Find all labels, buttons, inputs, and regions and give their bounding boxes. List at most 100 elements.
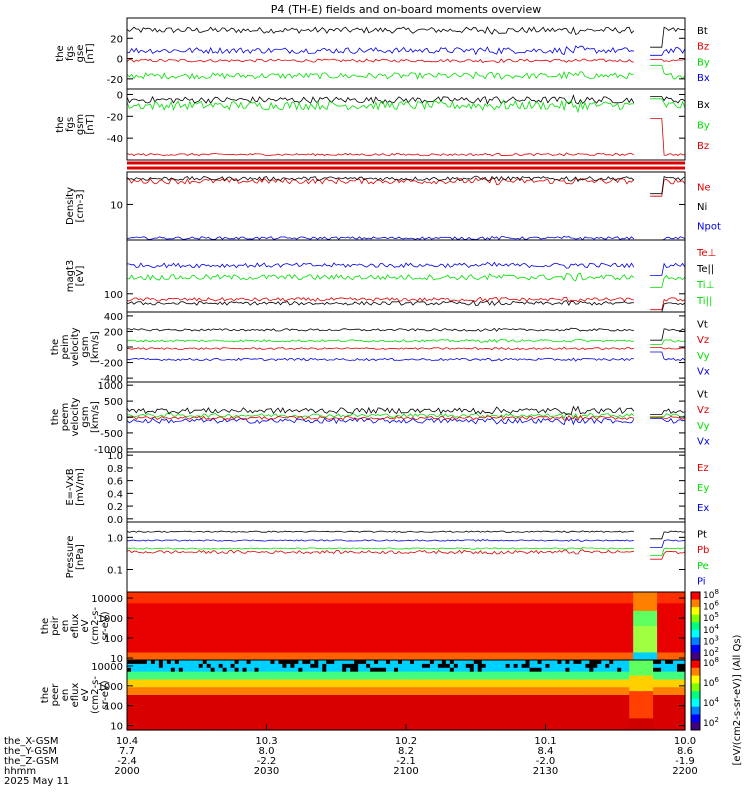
- spectrogram-cell: [629, 663, 634, 669]
- spectrogram-cell: [278, 648, 284, 654]
- spectrogram-cell: [142, 629, 148, 635]
- legend-Bx: Bx: [697, 100, 710, 111]
- spectrogram-cell: [346, 722, 351, 727]
- spectrogram-cell: [601, 592, 606, 597]
- spectrogram-cell: [210, 652, 216, 657]
- spectrogram-cell: [130, 618, 136, 623]
- spectrogram-cell: [453, 592, 459, 597]
- spectrogram-cell: [226, 702, 232, 708]
- spectrogram-cell: [270, 714, 276, 719]
- spectrogram-cell: [174, 599, 180, 604]
- spectrogram-cell: [274, 618, 280, 623]
- spectrogram-cell: [605, 695, 610, 700]
- spectrogram-cell: [350, 607, 355, 612]
- spectrogram-cell: [362, 687, 367, 692]
- spectrogram-cell: [445, 641, 451, 646]
- spectrogram-cell: [226, 722, 232, 727]
- spectrogram-cell: [425, 648, 431, 654]
- spectrogram-cell: [334, 614, 339, 620]
- spectrogram-cell: [390, 726, 395, 731]
- spectrogram-cell: [354, 622, 359, 627]
- spectrogram-cell: [202, 722, 208, 727]
- spectrogram-cell: [481, 595, 487, 601]
- spectrogram-cell: [202, 648, 208, 654]
- spectrogram-cell: [378, 687, 383, 692]
- spectrogram-cell: [262, 644, 268, 650]
- spectrogram-cell: [346, 614, 351, 620]
- spectrogram-cell: [298, 614, 303, 620]
- spectrogram-cell: [382, 710, 387, 716]
- spectrogram-cell: [545, 714, 551, 719]
- spectrogram-cell: [326, 660, 331, 665]
- spectrogram-cell: [597, 603, 602, 608]
- spectrogram-cell: [250, 599, 256, 604]
- spectrogram-cell: [298, 675, 303, 681]
- spectrogram-cell: [417, 595, 423, 601]
- spectrogram-cell: [617, 603, 622, 608]
- spectrogram-cell: [202, 592, 208, 597]
- spectrogram-cell: [425, 637, 431, 642]
- spectrogram-cell: [473, 626, 479, 631]
- spectrogram-cell: [417, 622, 423, 627]
- spectrogram-cell: [206, 702, 212, 708]
- spectrogram-cell: [525, 633, 531, 638]
- spectrogram-cell: [409, 648, 415, 654]
- spectrogram-cell: [565, 687, 571, 692]
- spectrogram-cell: [282, 663, 288, 669]
- spectrogram-cell: [505, 679, 511, 684]
- spectrogram-cell: [421, 610, 427, 616]
- spectrogram-cell: [238, 637, 244, 642]
- spectrogram-cell: [501, 637, 507, 642]
- spectrogram-cell: [673, 607, 678, 612]
- spectrogram-cell: [509, 714, 515, 719]
- spectrogram-cell: [621, 671, 626, 677]
- spectrogram-cell: [421, 622, 427, 627]
- spectrogram-cell: [338, 671, 343, 677]
- spectrogram-cell: [194, 706, 200, 712]
- spectrogram-cell: [561, 687, 567, 692]
- spectrogram-cell: [505, 633, 511, 638]
- spectrogram-cell: [154, 698, 160, 704]
- spectrogram-cell: [417, 656, 423, 661]
- spectrogram-cell: [162, 629, 168, 635]
- spectrogram-cell: [142, 698, 148, 704]
- spectrogram-cell: [206, 675, 212, 681]
- spectrogram-cell: [322, 603, 327, 608]
- spectrogram-cell: [517, 702, 523, 708]
- y-tick-label: 0.6: [107, 477, 123, 488]
- spectrogram-cell: [170, 603, 176, 608]
- spectrogram-cell: [398, 714, 403, 719]
- spectrogram-cell: [625, 595, 630, 601]
- spectrogram-cell: [445, 629, 451, 635]
- spectrogram-cell: [350, 698, 355, 704]
- spectrogram-cell: [318, 618, 323, 623]
- spectrogram-cell: [493, 726, 499, 731]
- spectrogram-cell: [601, 663, 606, 669]
- spectrogram-cell: [433, 648, 439, 654]
- spectrogram-cell: [130, 679, 136, 684]
- spectrogram-cell: [413, 710, 419, 716]
- spectrogram-cell: [437, 629, 443, 635]
- spectrogram-cell: [497, 629, 503, 635]
- spectrogram-cell: [629, 607, 634, 612]
- spectrogram-cell: [342, 652, 347, 657]
- spectrogram-cell: [409, 610, 415, 616]
- spectrogram-cell: [573, 656, 578, 661]
- spectrogram-cell: [374, 698, 379, 704]
- spectrogram-cell: [493, 702, 499, 708]
- spectrogram-cell: [549, 648, 555, 654]
- spectrogram-cell: [597, 691, 602, 696]
- spectrogram-cell: [270, 641, 276, 646]
- spectrogram-cell: [505, 714, 511, 719]
- spectrogram-cell: [433, 683, 439, 688]
- spectrogram-cell: [294, 592, 299, 597]
- spectrogram-cell: [138, 641, 144, 646]
- spectrogram-cell: [250, 660, 256, 665]
- spectrogram-cell: [565, 648, 571, 654]
- spectrogram-cell: [130, 691, 136, 696]
- spectrogram-cell: [605, 599, 610, 604]
- spectrogram-cell: [409, 637, 415, 642]
- spectrogram-cell: [441, 599, 447, 604]
- spectrogram-cell: [601, 637, 606, 642]
- spectrogram-cell: [150, 663, 156, 669]
